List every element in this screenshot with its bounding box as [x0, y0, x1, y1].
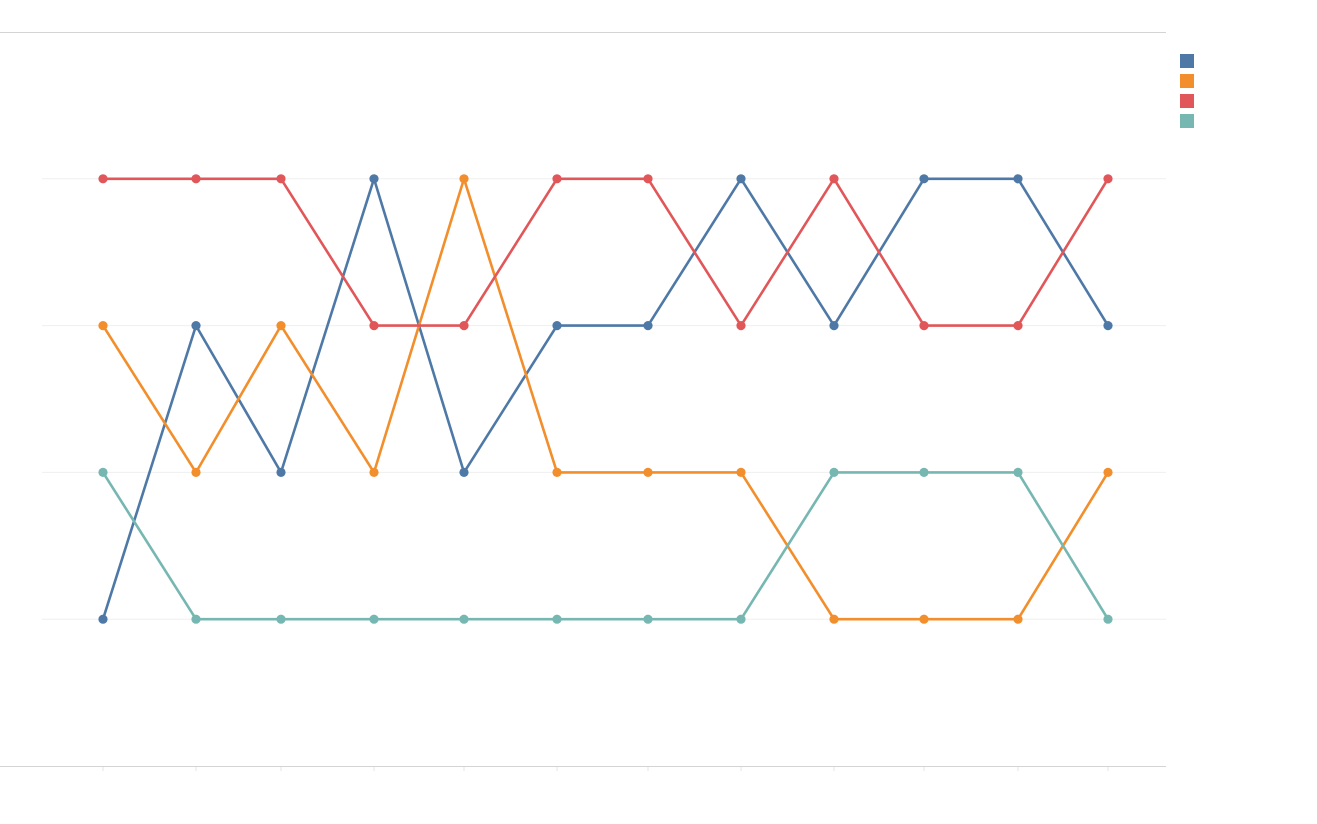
series-line-3: [101, 177, 1110, 327]
data-point-s1-x3: [276, 467, 286, 477]
data-point-s4-x8: [736, 614, 746, 624]
data-point-s4-x12: [1103, 614, 1113, 624]
data-point-s4-x6: [552, 614, 562, 624]
data-point-s4-x7: [643, 614, 653, 624]
data-point-s4-x3: [276, 614, 286, 624]
x-axis-ticks: [102, 767, 1109, 771]
data-point-s2-x6: [552, 467, 562, 477]
data-point-s3-x7: [643, 174, 653, 184]
series-line-4: [101, 471, 1110, 621]
data-point-s3-x9: [829, 174, 839, 184]
legend: [1180, 54, 1194, 128]
data-point-s3-x12: [1103, 174, 1113, 184]
data-point-s4-x5: [459, 614, 469, 624]
data-point-s2-x5: [459, 174, 469, 184]
data-point-s1-x4: [369, 174, 379, 184]
series-line-2: [101, 177, 1110, 621]
data-point-s2-x4: [369, 467, 379, 477]
legend-swatch-4: [1180, 114, 1194, 128]
data-point-s2-x2: [191, 467, 201, 477]
data-point-s4-x2: [191, 614, 201, 624]
data-point-s2-x11: [1013, 614, 1023, 624]
data-point-s1-x7: [643, 321, 653, 331]
data-point-s3-x6: [552, 174, 562, 184]
data-point-s1-x8: [736, 174, 746, 184]
data-point-s3-x5: [459, 321, 469, 331]
series-line-1: [101, 177, 1110, 621]
data-point-s2-x9: [829, 614, 839, 624]
data-point-s4-x10: [919, 467, 929, 477]
data-point-s3-x10: [919, 321, 929, 331]
data-point-s1-x11: [1013, 174, 1023, 184]
data-point-s1-x5: [459, 467, 469, 477]
data-point-s4-x1: [98, 467, 108, 477]
data-point-s2-x1: [98, 321, 108, 331]
legend-swatch-1: [1180, 54, 1194, 68]
data-point-s1-x12: [1103, 321, 1113, 331]
series-lines: [101, 177, 1110, 621]
legend-swatch-3: [1180, 94, 1194, 108]
data-point-s2-x12: [1103, 467, 1113, 477]
data-point-s3-x8: [736, 321, 746, 331]
data-point-s1-x6: [552, 321, 562, 331]
data-point-s3-x3: [276, 174, 286, 184]
data-point-s2-x7: [643, 467, 653, 477]
series-points: [98, 174, 1113, 624]
data-point-s1-x10: [919, 174, 929, 184]
data-point-s4-x11: [1013, 467, 1023, 477]
data-point-s1-x2: [191, 321, 201, 331]
plot-frame: [0, 32, 1166, 767]
data-point-s1-x9: [829, 321, 839, 331]
data-point-s2-x10: [919, 614, 929, 624]
data-point-s1-x1: [98, 614, 108, 624]
data-point-s3-x2: [191, 174, 201, 184]
data-point-s2-x3: [276, 321, 286, 331]
data-point-s2-x8: [736, 467, 746, 477]
legend-swatch-2: [1180, 74, 1194, 88]
data-point-s3-x11: [1013, 321, 1023, 331]
data-point-s3-x1: [98, 174, 108, 184]
data-point-s3-x4: [369, 321, 379, 331]
gridlines: [42, 178, 1166, 620]
data-point-s4-x9: [829, 467, 839, 477]
data-point-s4-x4: [369, 614, 379, 624]
